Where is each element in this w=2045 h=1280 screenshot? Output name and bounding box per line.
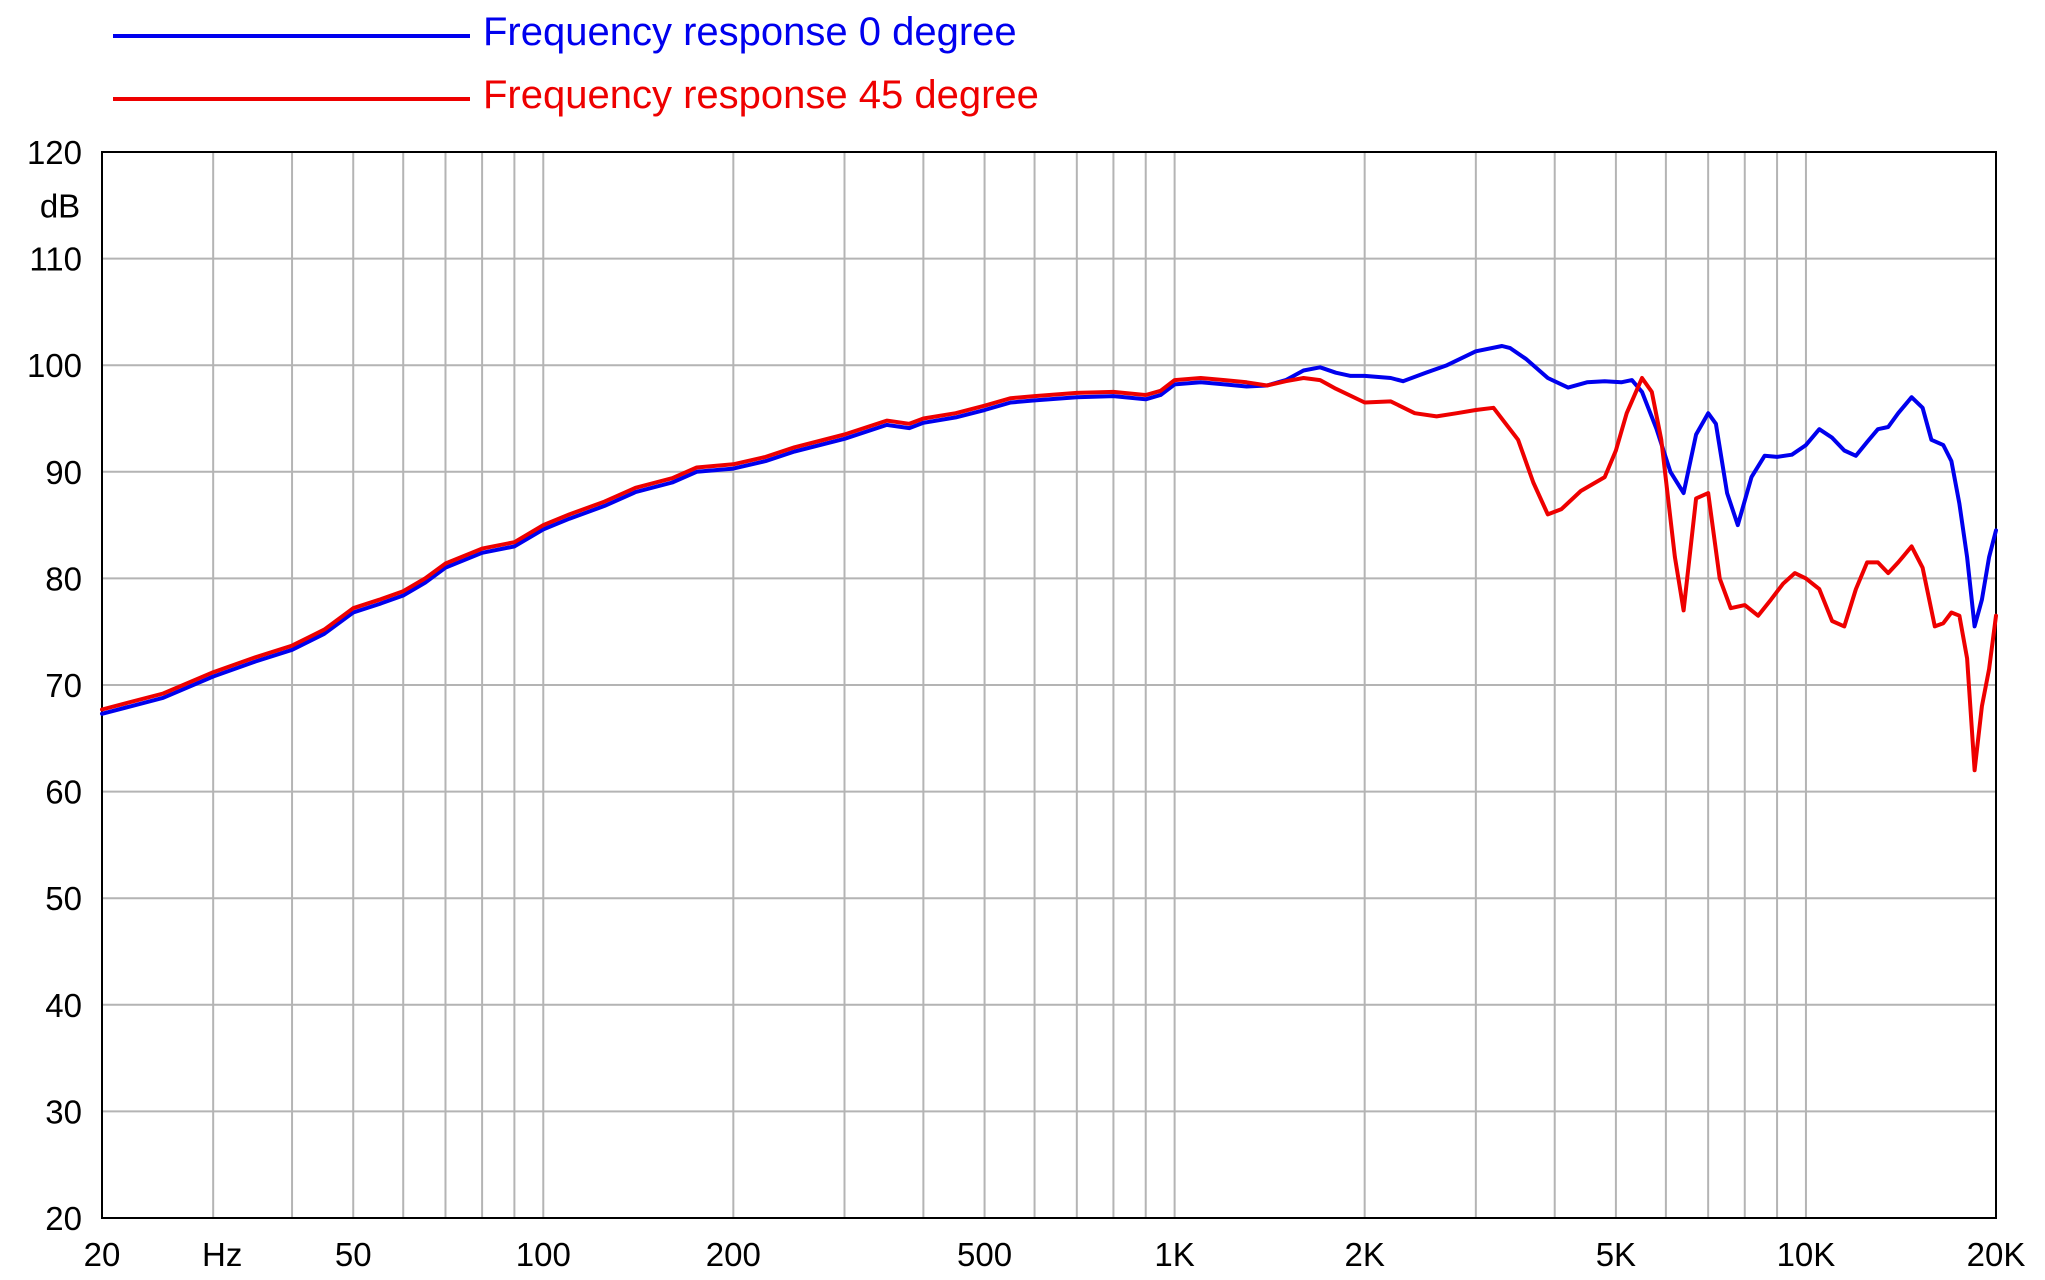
y-tick-label: 120 [27,134,82,171]
x-tick-label: 10K [1777,1236,1836,1273]
x-axis-tick-labels: 20 50 100 200 500 1K 2K 5K 10K 20K [84,1236,2026,1273]
x-tick-label: 100 [516,1236,571,1273]
y-tick-label: 100 [27,347,82,384]
y-axis-tick-labels: 120 110 100 90 80 70 60 50 40 30 20 [27,134,82,1237]
x-tick-label: 200 [706,1236,761,1273]
x-tick-label: 20K [1967,1236,2026,1273]
y-tick-label: 60 [45,774,82,811]
series-layer [100,344,1998,773]
y-axis-unit-label: dB [40,187,80,224]
y-tick-label: 20 [45,1200,82,1237]
y-tick-label: 30 [45,1093,82,1130]
legend: Frequency response 0 degree Frequency re… [113,10,1039,117]
x-tick-label: 20 [84,1236,121,1273]
x-tick-label: 1K [1154,1236,1194,1273]
x-tick-label: 500 [957,1236,1012,1273]
x-tick-label: 5K [1596,1236,1636,1273]
series-line-0-degree [100,344,1998,716]
series-line-45-degree [100,376,1998,773]
y-tick-label: 90 [45,454,82,491]
x-tick-label: 2K [1344,1236,1384,1273]
y-tick-label: 50 [45,880,82,917]
y-tick-label: 70 [45,667,82,704]
x-axis-unit-label: Hz [202,1236,242,1273]
legend-label-45-degree: Frequency response 45 degree [483,73,1039,117]
x-tick-label: 50 [335,1236,372,1273]
y-tick-label: 110 [29,241,82,278]
horizontal-grid-lines [102,257,1996,1113]
y-tick-label: 40 [45,987,82,1024]
y-tick-label: 80 [45,560,82,597]
legend-label-0-degree: Frequency response 0 degree [483,10,1017,54]
plot-frame [101,151,1997,1219]
